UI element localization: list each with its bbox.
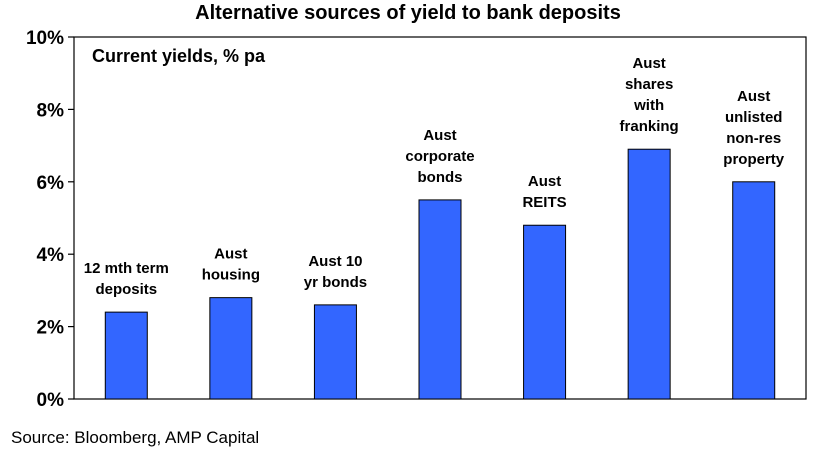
bar bbox=[732, 181, 776, 400]
bar bbox=[627, 148, 671, 400]
chart-subtitle: Current yields, % pa bbox=[92, 46, 266, 66]
bar bbox=[418, 199, 462, 400]
bar-label: Aust corporate bonds bbox=[405, 127, 474, 186]
bar-label: Aust REITS bbox=[522, 173, 566, 211]
y-tick-label: 0% bbox=[37, 390, 65, 411]
bar-label: Aust 10 yr bonds bbox=[304, 253, 367, 291]
source-note: Source: Bloomberg, AMP Capital bbox=[11, 428, 260, 447]
bar-labels-group: 12 mth term deposits Aust housing Aust 10 yr … bbox=[84, 55, 785, 298]
bar-label: 12 mth term deposits bbox=[84, 260, 169, 298]
y-tick-label: 2% bbox=[37, 318, 65, 339]
bars-group bbox=[104, 148, 776, 400]
y-tick-label: 6% bbox=[37, 173, 65, 194]
bar bbox=[313, 304, 357, 400]
bar bbox=[523, 224, 567, 400]
y-tick-label: 10% bbox=[26, 28, 64, 49]
y-tick-label: 4% bbox=[37, 245, 65, 266]
bar bbox=[104, 311, 148, 400]
y-tick-label: 8% bbox=[37, 100, 65, 121]
bar-label: Aust unlisted non-res property bbox=[723, 88, 785, 168]
bar-label: Aust shares with franking bbox=[620, 55, 679, 135]
bar bbox=[209, 297, 253, 400]
bar-label: Aust housing bbox=[202, 246, 260, 284]
y-axis: 0% 2% 4% 6% 8% 10% bbox=[26, 28, 74, 411]
chart-title: Alternative sources of yield to bank dep… bbox=[195, 2, 621, 24]
